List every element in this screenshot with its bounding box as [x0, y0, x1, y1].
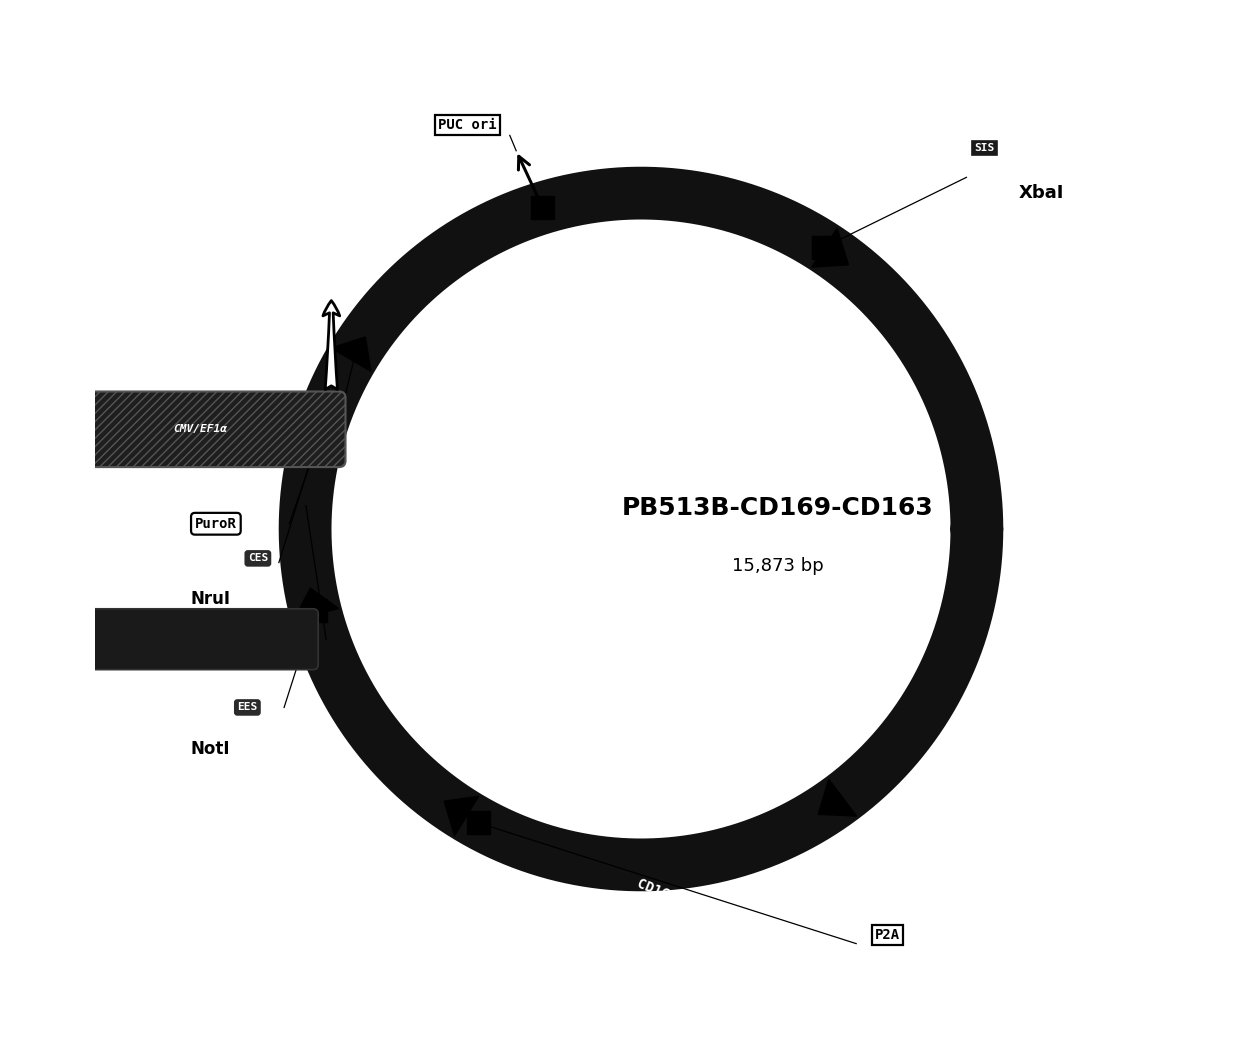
Bar — [304, 599, 326, 622]
Text: CES: CES — [248, 553, 268, 564]
Polygon shape — [331, 338, 371, 371]
Bar — [314, 403, 337, 425]
Text: CMV/EF1α: CMV/EF1α — [174, 424, 227, 434]
Polygon shape — [812, 229, 848, 267]
Text: P2A: P2A — [875, 928, 900, 943]
Text: XbaI: XbaI — [1019, 184, 1064, 202]
FancyBboxPatch shape — [55, 391, 346, 467]
Text: SIS: SIS — [975, 143, 994, 153]
Text: NruI: NruI — [191, 590, 231, 608]
Bar — [812, 236, 836, 259]
Text: PB513B-CD169-CD163: PB513B-CD169-CD163 — [621, 496, 934, 519]
Polygon shape — [294, 588, 339, 620]
Text: 15,873 bp: 15,873 bp — [732, 557, 823, 574]
FancyBboxPatch shape — [82, 608, 319, 670]
Polygon shape — [818, 779, 857, 816]
Text: NotI: NotI — [191, 741, 231, 759]
Bar — [466, 811, 490, 835]
Text: PuroR: PuroR — [195, 516, 237, 531]
Text: CD163: CD163 — [635, 877, 678, 906]
Text: EES: EES — [237, 703, 258, 712]
Bar — [531, 196, 554, 219]
Polygon shape — [444, 797, 479, 836]
Text: PUC ori: PUC ori — [439, 117, 497, 132]
